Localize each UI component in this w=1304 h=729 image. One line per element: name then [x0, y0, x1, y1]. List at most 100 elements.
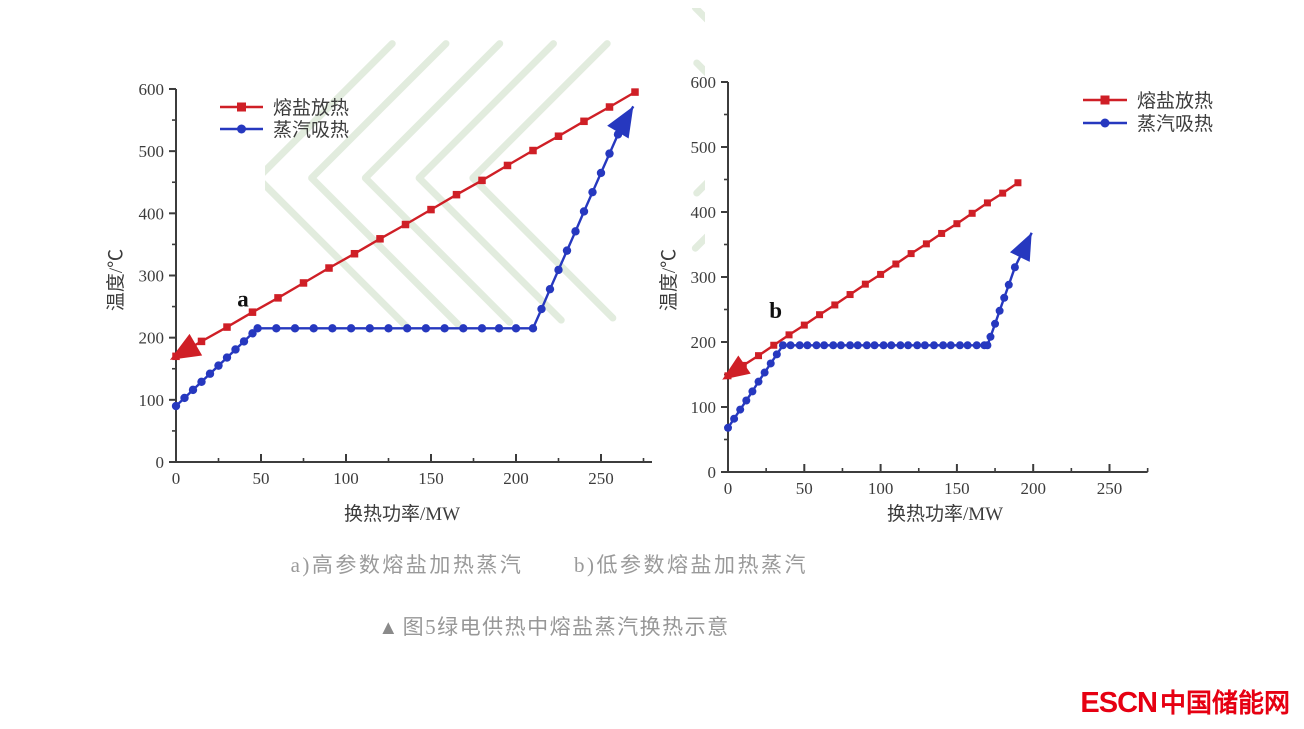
marker-circle [803, 341, 812, 350]
y-tick-label: 500 [139, 142, 165, 161]
legend-marker-circle [1100, 118, 1110, 128]
series-markers-蒸汽吸热 [724, 263, 1019, 432]
marker-circle [836, 341, 845, 350]
marker-circle [205, 369, 215, 378]
x-tick-label: 200 [503, 469, 529, 488]
marker-circle [786, 341, 795, 350]
marker-square [529, 146, 537, 155]
marker-square [953, 220, 961, 228]
marker-square [755, 352, 763, 360]
x-tick-label: 0 [172, 469, 181, 488]
marker-square [299, 279, 308, 287]
x-tick-label: 250 [588, 469, 614, 488]
marker-circle [986, 332, 995, 341]
x-axis-title: 换热功率/MW [344, 503, 460, 525]
marker-square [968, 209, 976, 217]
marker-circle [963, 341, 972, 350]
marker-circle [477, 324, 487, 333]
point-label-a: a [237, 287, 249, 312]
axes [175, 88, 652, 463]
marker-square [892, 260, 900, 268]
y-tick-label: 0 [708, 463, 717, 482]
marker-square [223, 323, 231, 331]
marker-circle [930, 341, 939, 350]
marker-circle [724, 423, 732, 432]
marker-square [350, 249, 359, 258]
marker-circle [596, 168, 606, 178]
marker-circle [290, 324, 300, 333]
marker-circle [494, 324, 504, 333]
marker-circle [605, 149, 614, 158]
marker-circle [991, 319, 1000, 328]
x-tick-label: 250 [1097, 479, 1123, 498]
marker-circle [887, 341, 896, 350]
marker-circle [862, 341, 871, 350]
marker-circle [760, 368, 769, 377]
marker-circle [742, 396, 751, 405]
marker-circle [972, 341, 981, 350]
marker-circle [896, 341, 905, 350]
y-tick-label: 300 [139, 266, 165, 285]
y-axis-title: 温度/℃ [105, 249, 127, 311]
logo-latin-text: ESCN [1080, 687, 1158, 719]
marker-circle [939, 341, 948, 350]
marker-square [197, 337, 206, 346]
figure-title: ▲ 图5绿电供热中熔盐蒸汽换热示意 [374, 611, 734, 641]
marker-circle [730, 414, 739, 423]
marker-square [401, 220, 410, 229]
series-line-蒸汽吸热 [175, 105, 635, 407]
marker-square [274, 294, 282, 302]
marker-circle [879, 341, 888, 350]
y-tick-label: 200 [691, 333, 717, 352]
marker-square [983, 199, 991, 207]
marker-circle [440, 324, 449, 333]
marker-circle [579, 207, 589, 216]
marker-circle [511, 324, 521, 333]
marker-circle [820, 341, 829, 350]
marker-circle [995, 306, 1004, 315]
marker-circle [214, 361, 223, 370]
x-tick-label: 150 [944, 479, 970, 498]
marker-circle [459, 324, 468, 333]
marker-circle [1000, 293, 1009, 302]
y-tick-label: 200 [139, 329, 165, 348]
y-axis-title: 温度/℃ [658, 249, 680, 311]
x-tick-label: 100 [333, 469, 359, 488]
caption-b: b)低参数熔盐加热蒸汽 [574, 553, 808, 577]
marker-square [325, 264, 333, 272]
marker-circle [253, 324, 262, 333]
flow-arrow-icon [607, 106, 634, 139]
marker-square [427, 205, 435, 214]
marker-circle [365, 324, 374, 333]
y-tick-label: 100 [139, 391, 165, 410]
marker-square [1014, 179, 1022, 187]
marker-circle [197, 377, 206, 387]
y-tick-label: 400 [139, 204, 165, 223]
marker-circle [754, 377, 763, 386]
flow-arrow-icon [722, 355, 751, 380]
flow-arrow-icon [1009, 232, 1032, 262]
marker-circle [955, 341, 964, 350]
figure-title-text: 图5绿电供热中熔盐蒸汽换热示意 [402, 615, 730, 639]
marker-circle [403, 324, 412, 333]
marker-circle [272, 324, 281, 333]
watermark-icon [265, 8, 705, 330]
marker-square [376, 235, 384, 243]
legend-label: 熔盐放热 [1137, 90, 1213, 112]
marker-circle [231, 345, 240, 354]
marker-circle [853, 341, 862, 350]
y-tick-label: 600 [139, 80, 165, 99]
marker-square [861, 280, 869, 288]
marker-circle [1010, 263, 1019, 272]
marker-square [554, 132, 563, 140]
x-tick-label: 50 [796, 479, 813, 498]
y-tick-label: 400 [691, 203, 717, 222]
x-tick-label: 100 [868, 479, 894, 498]
x-tick-label: 200 [1020, 479, 1045, 498]
marker-circle [920, 341, 929, 350]
series-markers-蒸汽吸热 [171, 122, 626, 411]
marker-circle [346, 324, 356, 333]
marker-square [800, 321, 808, 329]
